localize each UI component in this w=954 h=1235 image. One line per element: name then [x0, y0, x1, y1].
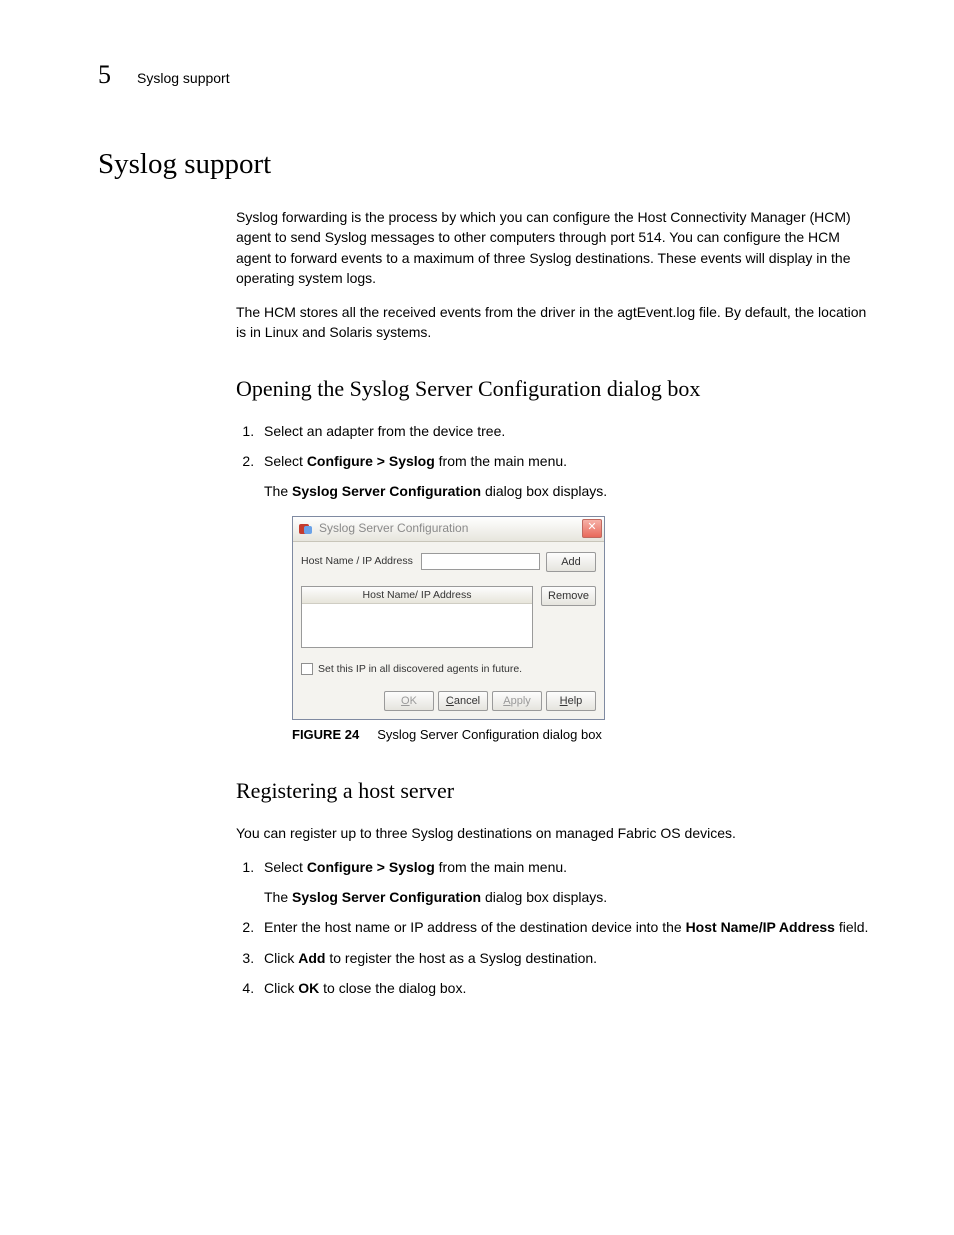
text: from the main menu. [435, 453, 567, 469]
section-heading-open: Opening the Syslog Server Configuration … [236, 373, 870, 405]
step-1-result: The Syslog Server Configuration dialog b… [264, 887, 870, 907]
text: The [264, 889, 292, 905]
cancel-button[interactable]: Cancel [438, 691, 488, 711]
text: field. [835, 919, 868, 935]
text: K [410, 695, 417, 707]
dialog-button-row: OK Cancel Apply Help [301, 691, 596, 711]
text: dialog box displays. [481, 483, 607, 499]
close-icon[interactable]: ✕ [582, 519, 602, 538]
step-3: Click Add to register the host as a Sysl… [258, 948, 870, 968]
menu-path: Configure > Syslog [307, 453, 435, 469]
mnemonic: O [401, 695, 410, 707]
text: Click [264, 980, 298, 996]
figure-caption: FIGURE 24 Syslog Server Configuration dia… [292, 726, 870, 745]
menu-path: Configure > Syslog [307, 859, 435, 875]
text: elp [568, 695, 583, 707]
text: ancel [454, 695, 480, 707]
text: Click [264, 950, 298, 966]
step-1: Select an adapter from the device tree. [258, 421, 870, 441]
page-title: Syslog support [98, 148, 870, 181]
register-intro: You can register up to three Syslog dest… [236, 823, 870, 843]
figure-title: Syslog Server Configuration dialog box [377, 727, 602, 742]
steps-open: Select an adapter from the device tree. … [236, 421, 870, 745]
apply-button[interactable]: Apply [492, 691, 542, 711]
future-agents-checkbox[interactable] [301, 663, 313, 675]
host-label: Host Name / IP Address [301, 554, 415, 569]
figure-number: FIGURE 24 [292, 727, 359, 742]
dialog-title: Syslog Server Configuration [319, 520, 582, 537]
syslog-config-dialog: Syslog Server Configuration ✕ Host Name … [292, 516, 605, 720]
mnemonic: H [560, 695, 568, 707]
text: Select [264, 453, 307, 469]
host-input[interactable] [421, 553, 540, 570]
step-4: Click OK to close the dialog box. [258, 978, 870, 998]
intro-paragraph-2: The HCM stores all the received events f… [236, 302, 870, 343]
step-2: Select Configure > Syslog from the main … [258, 451, 870, 745]
host-input-row: Host Name / IP Address Add [301, 552, 596, 572]
dialog-titlebar: Syslog Server Configuration ✕ [293, 517, 604, 542]
host-table-header: Host Name/ IP Address [302, 587, 532, 604]
text: dialog box displays. [481, 889, 607, 905]
button-name: Add [298, 950, 325, 966]
field-name: Host Name/IP Address [686, 919, 835, 935]
add-button[interactable]: Add [546, 552, 596, 572]
step-1: Select Configure > Syslog from the main … [258, 857, 870, 908]
button-name: OK [298, 980, 319, 996]
host-table-row: Host Name/ IP Address Remove [301, 586, 596, 648]
app-icon [299, 522, 313, 536]
page: 5 Syslog support Syslog support Syslog f… [0, 0, 954, 1235]
help-button[interactable]: Help [546, 691, 596, 711]
steps-register: Select Configure > Syslog from the main … [236, 857, 870, 998]
chapter-number: 5 [98, 60, 111, 90]
text: pply [511, 695, 531, 707]
ok-button[interactable]: OK [384, 691, 434, 711]
step-2-result: The Syslog Server Configuration dialog b… [264, 481, 870, 501]
intro-paragraph-1: Syslog forwarding is the process by whic… [236, 207, 870, 288]
running-title: Syslog support [137, 70, 230, 86]
mnemonic: C [446, 695, 454, 707]
dialog-body: Host Name / IP Address Add Host Name/ IP… [293, 542, 604, 719]
text: Select an adapter from the device tree. [264, 423, 505, 439]
text: Enter the host name or IP address of the… [264, 919, 686, 935]
host-table[interactable]: Host Name/ IP Address [301, 586, 533, 648]
step-2: Enter the host name or IP address of the… [258, 917, 870, 937]
future-agents-row: Set this IP in all discovered agents in … [301, 662, 596, 677]
main-content: Syslog forwarding is the process by whic… [236, 207, 870, 998]
dialog-name: Syslog Server Configuration [292, 483, 481, 499]
text: to register the host as a Syslog destina… [325, 950, 597, 966]
section-heading-register: Registering a host server [236, 775, 870, 807]
text: The [264, 483, 292, 499]
dialog-name: Syslog Server Configuration [292, 889, 481, 905]
running-header: 5 Syslog support [98, 60, 870, 90]
text: from the main menu. [435, 859, 567, 875]
remove-button[interactable]: Remove [541, 586, 596, 606]
text: to close the dialog box. [319, 980, 466, 996]
mnemonic: A [503, 695, 510, 707]
future-agents-label: Set this IP in all discovered agents in … [318, 662, 522, 677]
text: in Linux and Solaris systems. [250, 324, 431, 340]
text: Select [264, 859, 307, 875]
